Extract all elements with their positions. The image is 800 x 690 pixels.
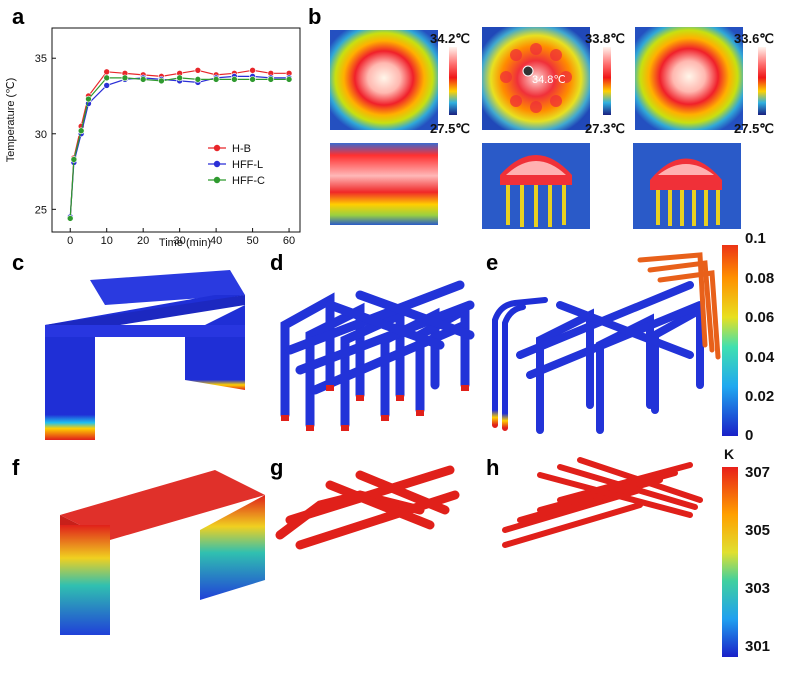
x-tick-label: 20 — [137, 235, 149, 247]
plot-area-border — [51, 27, 301, 233]
thermal-scale-3 — [758, 47, 766, 115]
fraction-tick-2: 0.06 — [745, 309, 775, 326]
x-tick-label: 0 — [67, 235, 73, 247]
data-point-HFF-C — [85, 95, 92, 103]
data-point-HFF-L — [103, 82, 111, 89]
panel-label-a: a — [12, 4, 25, 29]
x-tick-label: 30 — [174, 235, 186, 247]
chart-frame — [51, 27, 301, 233]
data-point-HFF-C — [66, 215, 74, 222]
legend-marker-HFF-C — [213, 176, 221, 184]
panel-label-d: d — [270, 250, 284, 275]
spot-temperature-label: 34.8℃ — [532, 74, 566, 86]
y-tick-label: 30 — [35, 129, 47, 141]
x-tick-label: 10 — [101, 235, 113, 247]
legend-label-HFF-L: HFF-L — [232, 159, 263, 171]
sim-f-bench — [60, 470, 265, 635]
thermal-scale-1-max: 34.2℃ — [430, 31, 470, 46]
chart-series — [66, 67, 293, 222]
data-point-HFF-C — [176, 74, 183, 82]
thermal-scale-2-min: 27.3℃ — [585, 121, 625, 136]
fraction-tick-5: 0 — [745, 427, 754, 444]
thermal-scale-1 — [449, 47, 457, 115]
sim-g-frame — [275, 465, 460, 635]
temperature-tick-3: 301 — [745, 638, 771, 655]
data-point-HFF-C — [103, 74, 111, 82]
fraction-tick-3: 0.04 — [745, 349, 775, 366]
fraction-tick-0: 0.1 — [745, 230, 766, 247]
data-point-HFF-C — [70, 156, 78, 163]
legend-marker-H-B — [213, 144, 221, 152]
data-point-HFF-C — [285, 76, 293, 83]
data-point-HFF-C — [139, 76, 147, 83]
temperature-line-chart: 0 10 20 30 40 50 60 25 30 35 Time (min) Temperatu… — [5, 27, 301, 249]
thermal-image-hffc-top — [635, 27, 743, 130]
panel-label-e: e — [486, 250, 499, 275]
thermal-images: 34.2℃ 27.5℃ 34.8℃ 33.8℃ 27.3℃ 33.6℃ 27.5… — [330, 27, 774, 229]
series-line-H-B — [69, 69, 290, 219]
chart-legend: H-B HFF-L HFF-C — [208, 143, 265, 187]
panel-label-g: g — [270, 455, 284, 480]
x-tick-label: 60 — [283, 235, 295, 247]
thermal-scale-3-min: 27.5℃ — [734, 121, 774, 136]
series-line-HFF-C — [69, 77, 290, 219]
simulation-panels — [45, 245, 738, 657]
thermal-image-hb-top — [330, 30, 438, 130]
panel-label-c: c — [12, 250, 25, 275]
sim-h-frame — [502, 457, 703, 656]
panel-label-f: f — [12, 455, 20, 480]
thermal-scale-2 — [603, 47, 611, 115]
fraction-tick-1: 0.08 — [745, 270, 775, 287]
sim-c-bench — [45, 270, 245, 440]
data-point-HFF-C — [212, 76, 220, 83]
legend-label-H-B: H-B — [232, 143, 251, 155]
temperature-tick-0: 307 — [745, 464, 771, 481]
x-tick-label: 50 — [246, 235, 258, 247]
panel-label-b: b — [308, 4, 322, 29]
series-line-HFF-L — [69, 75, 290, 217]
thermal-hffl-pattern — [500, 43, 572, 113]
y-tick-label: 35 — [35, 53, 47, 65]
data-point-HFF-C — [249, 76, 256, 83]
data-point-HFF-C — [194, 76, 202, 83]
data-point-HFF-C — [231, 76, 238, 83]
sim-d-frame — [280, 280, 475, 431]
panel-label-h: h — [486, 455, 500, 480]
data-point-HFF-C — [121, 74, 129, 82]
fraction-colorbar — [722, 245, 738, 436]
temperature-unit: K — [724, 446, 735, 462]
temperature-tick-2: 303 — [745, 580, 771, 597]
x-axis-label: Time (min) — [159, 237, 211, 249]
thermal-hffl-side-pattern — [500, 155, 572, 227]
legend-marker-HFF-L — [213, 160, 221, 168]
thermal-scale-2-max: 33.8℃ — [585, 31, 625, 46]
thermal-image-hb-side — [330, 143, 438, 225]
y-axis-label: Temperature (℃) — [5, 78, 17, 163]
temperature-colorbar — [722, 467, 738, 657]
legend-label-HFF-C: HFF-C — [232, 175, 265, 187]
spot-marker-icon — [522, 65, 534, 77]
data-point-HFF-C — [77, 127, 85, 135]
thermal-hffc-side-pattern — [650, 158, 722, 226]
data-point-H-B — [103, 68, 111, 76]
thermal-scale-1-min: 27.5℃ — [430, 121, 470, 136]
data-point-HFF-C — [267, 76, 275, 83]
thermal-scale-3-max: 33.6℃ — [734, 31, 774, 46]
data-point-HFF-C — [158, 77, 165, 85]
temperature-tick-1: 305 — [745, 522, 771, 539]
y-tick-label: 25 — [35, 204, 47, 216]
fraction-tick-4: 0.02 — [745, 388, 775, 405]
data-point-H-B — [194, 67, 202, 74]
data-point-H-B — [249, 67, 256, 74]
x-tick-label: 40 — [210, 235, 222, 247]
sim-e-frame — [492, 252, 721, 438]
chart-ticks: 0 10 20 30 40 50 60 25 30 35 — [35, 53, 295, 247]
